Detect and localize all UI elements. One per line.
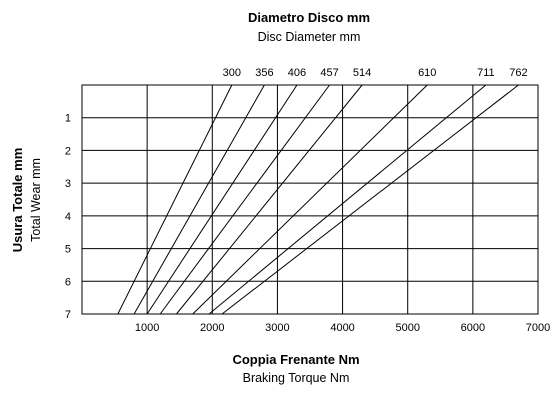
x-axis-label-secondary: Braking Torque Nm — [243, 371, 350, 385]
series-line — [193, 85, 428, 314]
x-axis-label-primary: Coppia Frenante Nm — [232, 352, 359, 367]
y-tick-label: 1 — [65, 113, 71, 125]
x-tick-label: 2000 — [200, 322, 224, 334]
series-label: 406 — [288, 67, 306, 79]
y-tick-label: 4 — [65, 211, 71, 223]
x-tick-label: 1000 — [135, 322, 159, 334]
x-tick-label: 6000 — [461, 322, 485, 334]
chart-title-primary: Diametro Disco mm — [248, 10, 370, 25]
series-lines — [118, 85, 519, 314]
series-labels: 300 356 406 457 514 610 711 762 — [223, 67, 528, 79]
series-label: 457 — [320, 67, 338, 79]
y-tick-label: 5 — [65, 244, 71, 256]
y-tick-labels: 1 2 3 4 5 6 7 — [65, 113, 71, 321]
x-tick-label: 7000 — [526, 322, 550, 334]
y-tick-label: 6 — [65, 276, 71, 288]
x-tick-label: 5000 — [395, 322, 419, 334]
series-label: 300 — [223, 67, 241, 79]
series-label: 610 — [418, 67, 436, 79]
chart-title-secondary: Disc Diameter mm — [258, 30, 361, 44]
series-line — [209, 85, 486, 314]
series-line — [176, 85, 362, 314]
y-axis-label-secondary: Total Wear mm — [29, 158, 43, 242]
x-tick-label: 3000 — [265, 322, 289, 334]
x-tick-label: 4000 — [330, 322, 354, 334]
series-label: 356 — [255, 67, 273, 79]
y-tick-label: 3 — [65, 178, 71, 190]
y-tick-label: 2 — [65, 145, 71, 157]
series-line — [118, 85, 232, 314]
y-tick-label: 7 — [65, 309, 71, 321]
y-axis-label-primary: Usura Totale mm — [10, 148, 25, 253]
series-line — [147, 85, 297, 314]
x-tick-labels: 1000 2000 3000 4000 5000 6000 7000 — [135, 322, 550, 334]
series-label: 711 — [477, 67, 495, 79]
series-label: 762 — [509, 67, 527, 79]
series-line — [222, 85, 518, 314]
series-label: 514 — [353, 67, 371, 79]
